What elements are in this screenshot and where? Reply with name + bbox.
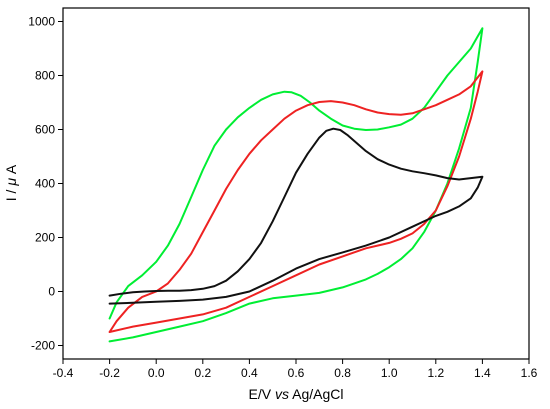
x-axis-title-part-1: E/V	[249, 386, 275, 402]
x-axis-ticks: -0.4 -0.2 0.0 0.2 0.4 0.6 0.8 1.0 1.2 1.4 1.6	[53, 359, 538, 380]
y-axis-title-part-3: A	[3, 164, 19, 174]
x-tick-label: -0.4	[53, 366, 74, 380]
series-lines	[108, 27, 484, 343]
x-tick-label: 1.6	[521, 366, 538, 380]
x-tick-label: 1.2	[427, 366, 444, 380]
series-line-2	[108, 70, 484, 333]
y-tick-label: -200	[31, 339, 55, 353]
y-tick-label: 200	[35, 231, 55, 245]
x-tick-label: 1.0	[381, 366, 398, 380]
y-axis-title-part-1: I /	[3, 189, 19, 201]
x-tick-label: 0.2	[194, 366, 211, 380]
x-tick-label: 0.4	[241, 366, 258, 380]
y-tick-label: 1000	[28, 15, 55, 29]
series-line-3	[108, 127, 484, 305]
y-tick-label: 800	[35, 69, 55, 83]
y-tick-label: 400	[35, 177, 55, 191]
series-line-1	[108, 27, 484, 343]
x-tick-label: 0.0	[148, 366, 165, 380]
x-tick-label: -0.2	[99, 366, 120, 380]
x-axis-title-part-3: Ag/AgCl	[292, 386, 343, 402]
x-axis-title: E/V vs Ag/AgCl	[249, 386, 344, 402]
y-axis-title-mu: μ	[3, 178, 19, 187]
y-axis-ticks: -200 0 200 400 600 800 1000	[28, 15, 63, 353]
plot-area-frame	[62, 7, 530, 360]
y-tick-label: 0	[48, 285, 55, 299]
y-tick-label: 600	[35, 123, 55, 137]
x-axis-title-italic: vs	[275, 386, 289, 402]
y-axis-title: I / μ A	[3, 164, 19, 201]
x-tick-label: 1.4	[474, 366, 491, 380]
x-tick-label: 0.6	[288, 366, 305, 380]
x-tick-label: 0.8	[334, 366, 351, 380]
